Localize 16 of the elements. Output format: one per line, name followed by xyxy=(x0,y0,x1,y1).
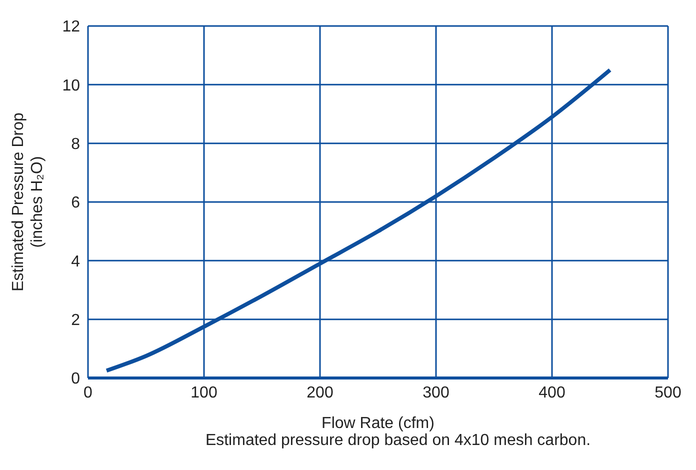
y-tick-label: 2 xyxy=(71,312,80,330)
x-axis-title: Flow Rate (cfm) xyxy=(322,415,434,432)
y-tick-label: 10 xyxy=(62,77,80,94)
x-tick-label: 0 xyxy=(84,384,93,402)
y-tick-label: 12 xyxy=(62,18,80,36)
text: Estimated pressure drop based on 4x10 mesh carbon. xyxy=(204,432,592,450)
y-tick-label: 4 xyxy=(71,253,80,270)
x-tick-label: 500 xyxy=(654,384,682,402)
x-tick-label: 200 xyxy=(306,384,334,402)
y-tick-label: 0 xyxy=(71,370,80,388)
x-tick-label: 300 xyxy=(422,384,450,402)
x-tick-label: 400 xyxy=(538,384,566,402)
y-tick-label: 8 xyxy=(71,136,80,154)
y-axis-title: Estimated Pressure Drop (inches H₂O) xyxy=(10,112,46,292)
y-tick-label: 6 xyxy=(71,194,80,212)
x-tick-label: 100 xyxy=(190,384,218,402)
